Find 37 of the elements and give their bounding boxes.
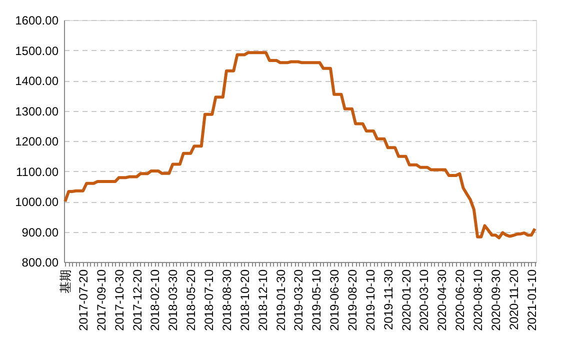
- y-tick-label: 1600.00: [15, 14, 59, 28]
- x-tick-label: 2020-01-20: [399, 269, 414, 331]
- y-tick-label: 1500.00: [15, 44, 59, 58]
- x-tick-label: 2019-11-30: [381, 269, 396, 330]
- x-tick-label: 2017-07-20: [76, 269, 91, 331]
- x-tick-label: 2019-10-10: [363, 269, 378, 331]
- x-tick-label: 2017-10-30: [112, 269, 126, 331]
- x-tick-label: 2019-06-30: [328, 269, 342, 331]
- x-tick-label: 2020-11-20: [506, 269, 521, 330]
- y-tick-label: 800.00: [22, 256, 59, 270]
- line-series: [64, 51, 536, 240]
- x-tick-label: 2018-03-30: [166, 269, 180, 331]
- x-tick-label: 2017-09-10: [94, 269, 108, 331]
- x-tick-label: 基期: [58, 270, 73, 294]
- x-tick-label: 2020-09-30: [488, 269, 503, 331]
- x-tick-label: 2020-08-10: [471, 269, 486, 331]
- x-tick-label: 2017-12-20: [130, 269, 144, 331]
- x-tick-label: 2019-08-20: [346, 269, 360, 331]
- x-tick-label: 2018-02-10: [148, 269, 162, 331]
- y-tick-label: 1100.00: [16, 164, 59, 179]
- x-tick-label: 2020-04-30: [435, 269, 450, 331]
- x-tick-label: 2020-03-10: [417, 269, 432, 331]
- x-tick-label: 2018-10-20: [238, 269, 252, 331]
- x-tick-label: 2018-12-10: [256, 269, 270, 331]
- x-tick-label: 2019-03-20: [292, 269, 306, 331]
- y-tick-label: 1400.00: [15, 74, 59, 88]
- x-tick-label: 2019-05-10: [310, 269, 324, 331]
- y-tick-label: 1200.00: [15, 134, 59, 148]
- y-tick-label: 1300.00: [15, 104, 59, 118]
- x-tick-label: 2018-07-10: [202, 269, 216, 331]
- x-tick-label: 2020-06-20: [453, 269, 468, 331]
- x-tick-label: 2018-05-20: [184, 269, 198, 331]
- y-tick-label: 900.00: [22, 225, 59, 240]
- y-tick-label: 1000.00: [15, 195, 59, 209]
- x-tick-label: 2021-01-10: [524, 269, 539, 331]
- x-tick-label: 2018-08-30: [220, 269, 234, 331]
- x-tick-label: 2019-01-30: [274, 269, 288, 331]
